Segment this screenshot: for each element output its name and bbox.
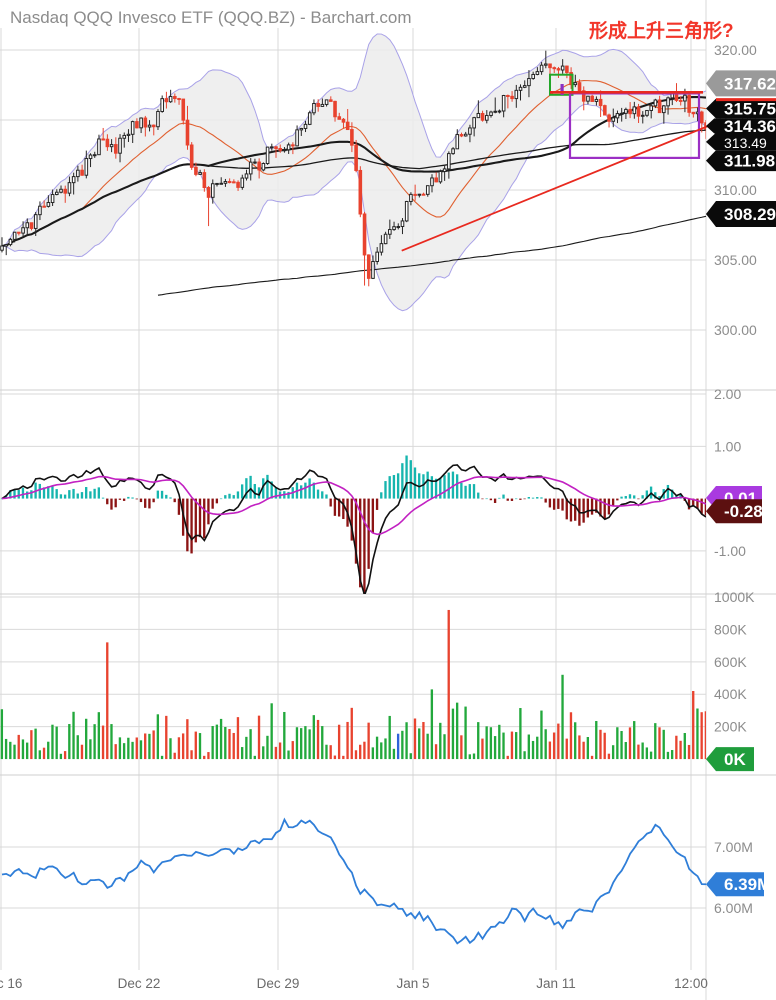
svg-text:Nasdaq QQQ Invesco ETF (QQQ.BZ: Nasdaq QQQ Invesco ETF (QQQ.BZ) - Barcha…: [10, 8, 411, 27]
svg-text:300.00: 300.00: [714, 322, 757, 338]
svg-text:308.29: 308.29: [724, 205, 776, 224]
svg-text:600K: 600K: [714, 654, 747, 670]
svg-text:400K: 400K: [714, 686, 747, 702]
svg-text:Jan 5: Jan 5: [396, 976, 429, 991]
svg-text:305.00: 305.00: [714, 252, 757, 268]
svg-text:800K: 800K: [714, 621, 747, 637]
svg-text:315.75: 315.75: [724, 100, 776, 119]
svg-text:-1.00: -1.00: [714, 543, 746, 559]
svg-text:Dec 22: Dec 22: [118, 976, 161, 991]
svg-text:1000K: 1000K: [714, 589, 755, 605]
svg-text:317.62: 317.62: [724, 74, 776, 93]
svg-text:1.00: 1.00: [714, 438, 741, 454]
svg-text:6.39M: 6.39M: [724, 875, 771, 894]
svg-text:310.00: 310.00: [714, 182, 757, 198]
svg-text:形成上升三角形?: 形成上升三角形?: [589, 19, 734, 42]
svg-text:Dec 29: Dec 29: [257, 976, 300, 991]
svg-text:320.00: 320.00: [714, 42, 757, 58]
svg-text:2.00: 2.00: [714, 386, 741, 402]
svg-text:311.98: 311.98: [724, 152, 775, 171]
svg-text:313.49: 313.49: [724, 135, 767, 151]
svg-text:200K: 200K: [714, 719, 747, 735]
svg-text:Dec 16: Dec 16: [0, 976, 22, 991]
svg-text:-0.28: -0.28: [724, 502, 763, 521]
svg-text:314.36: 314.36: [724, 117, 776, 136]
svg-text:12:00: 12:00: [674, 976, 708, 991]
svg-text:0K: 0K: [724, 750, 746, 769]
svg-text:7.00M: 7.00M: [714, 839, 753, 855]
svg-text:6.00M: 6.00M: [714, 900, 753, 916]
svg-text:Jan 11: Jan 11: [536, 976, 576, 991]
